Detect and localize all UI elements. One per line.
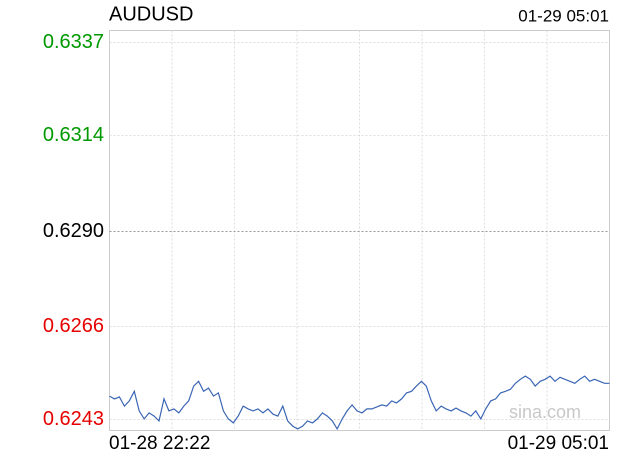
x-label-end: 01-29 05:01 xyxy=(508,433,609,454)
y-tick-label: 0.6314 xyxy=(43,124,104,146)
watermark: sina.com xyxy=(509,402,581,422)
chart-title: AUDUSD xyxy=(109,3,193,25)
time-label: 01-29 05:01 xyxy=(518,6,609,25)
price-line xyxy=(109,375,610,431)
y-tick-label: 0.6266 xyxy=(43,315,104,337)
y-tick-label: 0.6337 xyxy=(43,31,104,53)
y-tick-label: 0.6243 xyxy=(43,408,104,430)
x-label-start: 01-28 22:22 xyxy=(109,433,210,454)
y-tick-label: 0.6290 xyxy=(43,220,104,242)
